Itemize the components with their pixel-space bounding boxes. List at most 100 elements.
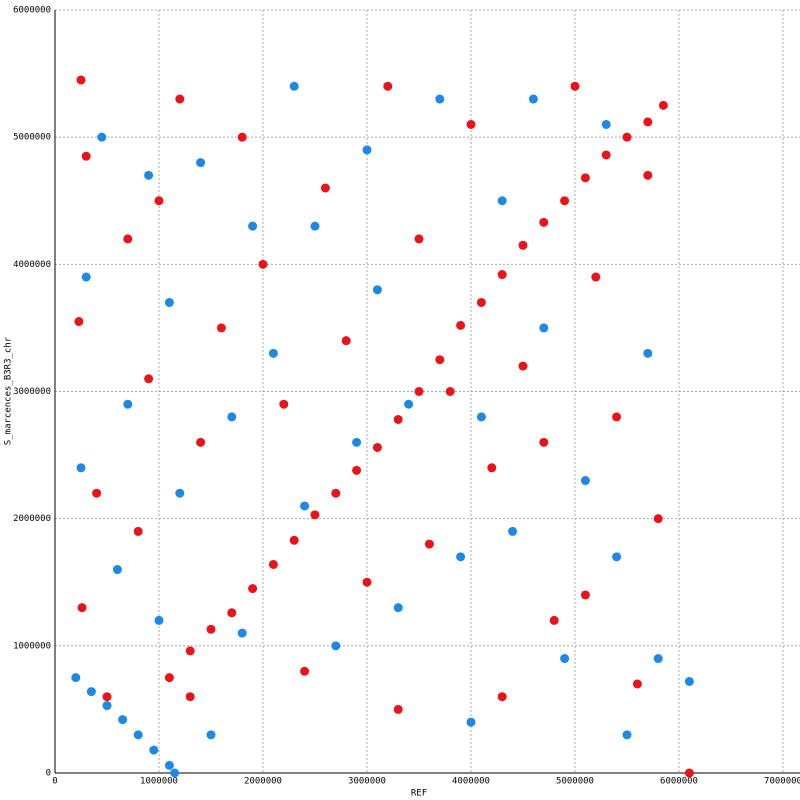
point xyxy=(497,270,507,280)
point xyxy=(268,559,278,569)
point xyxy=(164,673,174,683)
point xyxy=(622,132,632,142)
point xyxy=(237,628,247,638)
point xyxy=(456,320,466,330)
point xyxy=(300,501,310,511)
point xyxy=(196,158,206,168)
point xyxy=(643,117,653,127)
point xyxy=(653,514,663,524)
point xyxy=(279,399,289,409)
point xyxy=(112,565,122,575)
point xyxy=(622,730,632,740)
point xyxy=(570,81,580,91)
point xyxy=(320,183,330,193)
x-axis-label: REF xyxy=(411,789,427,799)
point xyxy=(414,387,424,396)
point xyxy=(154,615,164,625)
point xyxy=(466,119,476,129)
point xyxy=(643,170,653,180)
y-tick-label: 3000000 xyxy=(13,387,51,397)
point xyxy=(133,730,143,740)
point xyxy=(170,768,180,778)
point xyxy=(216,323,226,333)
point xyxy=(81,272,91,282)
point xyxy=(248,221,258,231)
point xyxy=(658,100,668,110)
point xyxy=(164,297,174,307)
point xyxy=(372,442,382,452)
y-tick-label: 4000000 xyxy=(13,260,51,270)
point xyxy=(539,323,549,333)
point xyxy=(300,666,310,676)
y-tick-label: 0 xyxy=(46,769,51,779)
point xyxy=(435,355,445,365)
point xyxy=(580,590,590,600)
x-tick-label: 4000000 xyxy=(452,777,490,787)
point xyxy=(518,361,528,371)
point xyxy=(487,463,497,473)
point xyxy=(118,715,128,725)
point xyxy=(643,348,653,358)
point xyxy=(248,584,258,594)
y-tick-label: 5000000 xyxy=(13,133,51,143)
point xyxy=(133,526,143,536)
point xyxy=(684,676,694,686)
x-tick-label: 3000000 xyxy=(348,777,386,787)
point xyxy=(601,119,611,129)
point xyxy=(435,94,445,104)
point xyxy=(580,173,590,183)
x-tick-label: 5000000 xyxy=(556,777,594,787)
point xyxy=(74,317,84,327)
point xyxy=(227,412,237,422)
point xyxy=(77,603,87,613)
x-tick-label: 0 xyxy=(52,777,57,787)
point xyxy=(164,760,174,770)
point xyxy=(76,75,86,85)
point xyxy=(632,679,642,689)
point xyxy=(393,414,403,424)
point xyxy=(560,654,570,664)
point xyxy=(612,412,622,422)
point xyxy=(175,94,185,104)
x-tick-label: 7000000 xyxy=(764,777,800,787)
point xyxy=(456,552,466,562)
point xyxy=(414,234,424,244)
point xyxy=(102,701,112,711)
point xyxy=(196,437,206,447)
point xyxy=(497,196,507,206)
point xyxy=(528,94,538,104)
point xyxy=(268,348,278,358)
point xyxy=(154,196,164,206)
point xyxy=(549,615,559,625)
point xyxy=(653,654,663,664)
point xyxy=(185,692,195,702)
y-tick-label: 6000000 xyxy=(13,6,51,16)
point xyxy=(237,132,247,142)
point xyxy=(383,81,393,91)
point xyxy=(144,170,154,180)
point xyxy=(185,646,195,656)
point xyxy=(372,285,382,295)
point xyxy=(227,608,237,618)
point xyxy=(497,692,507,702)
point xyxy=(424,539,434,549)
point xyxy=(404,399,414,409)
point xyxy=(466,717,476,727)
point xyxy=(144,374,154,384)
point xyxy=(445,387,455,396)
point xyxy=(539,437,549,447)
point xyxy=(310,510,320,520)
point xyxy=(580,476,590,486)
point xyxy=(341,336,351,346)
point xyxy=(258,259,268,269)
point xyxy=(601,150,611,160)
point xyxy=(331,488,341,498)
x-tick-label: 1000000 xyxy=(140,777,178,787)
point xyxy=(102,692,112,702)
point xyxy=(560,196,570,206)
point xyxy=(684,768,694,778)
point xyxy=(123,399,133,409)
point xyxy=(476,412,486,422)
